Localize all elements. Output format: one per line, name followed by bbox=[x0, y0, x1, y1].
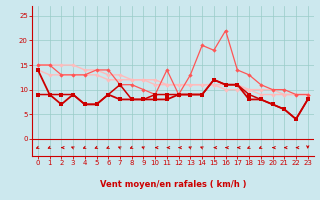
X-axis label: Vent moyen/en rafales ( km/h ): Vent moyen/en rafales ( km/h ) bbox=[100, 180, 246, 189]
